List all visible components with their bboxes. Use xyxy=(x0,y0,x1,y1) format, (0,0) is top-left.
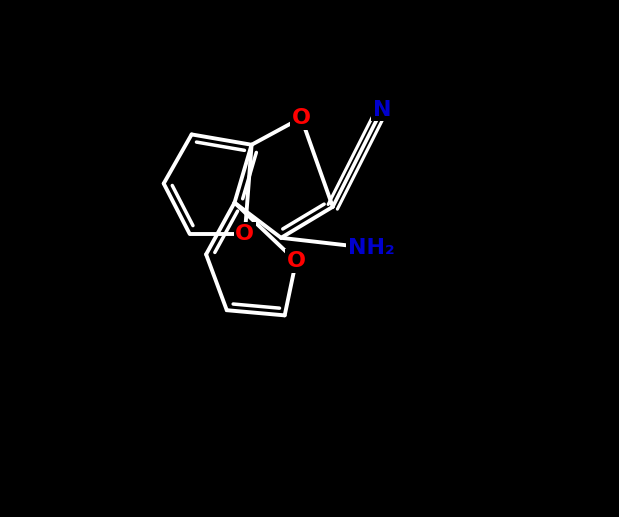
Text: NH₂: NH₂ xyxy=(348,238,395,258)
Text: O: O xyxy=(292,108,311,128)
Text: O: O xyxy=(287,251,306,271)
Text: O: O xyxy=(235,224,254,244)
Text: N: N xyxy=(373,100,391,119)
